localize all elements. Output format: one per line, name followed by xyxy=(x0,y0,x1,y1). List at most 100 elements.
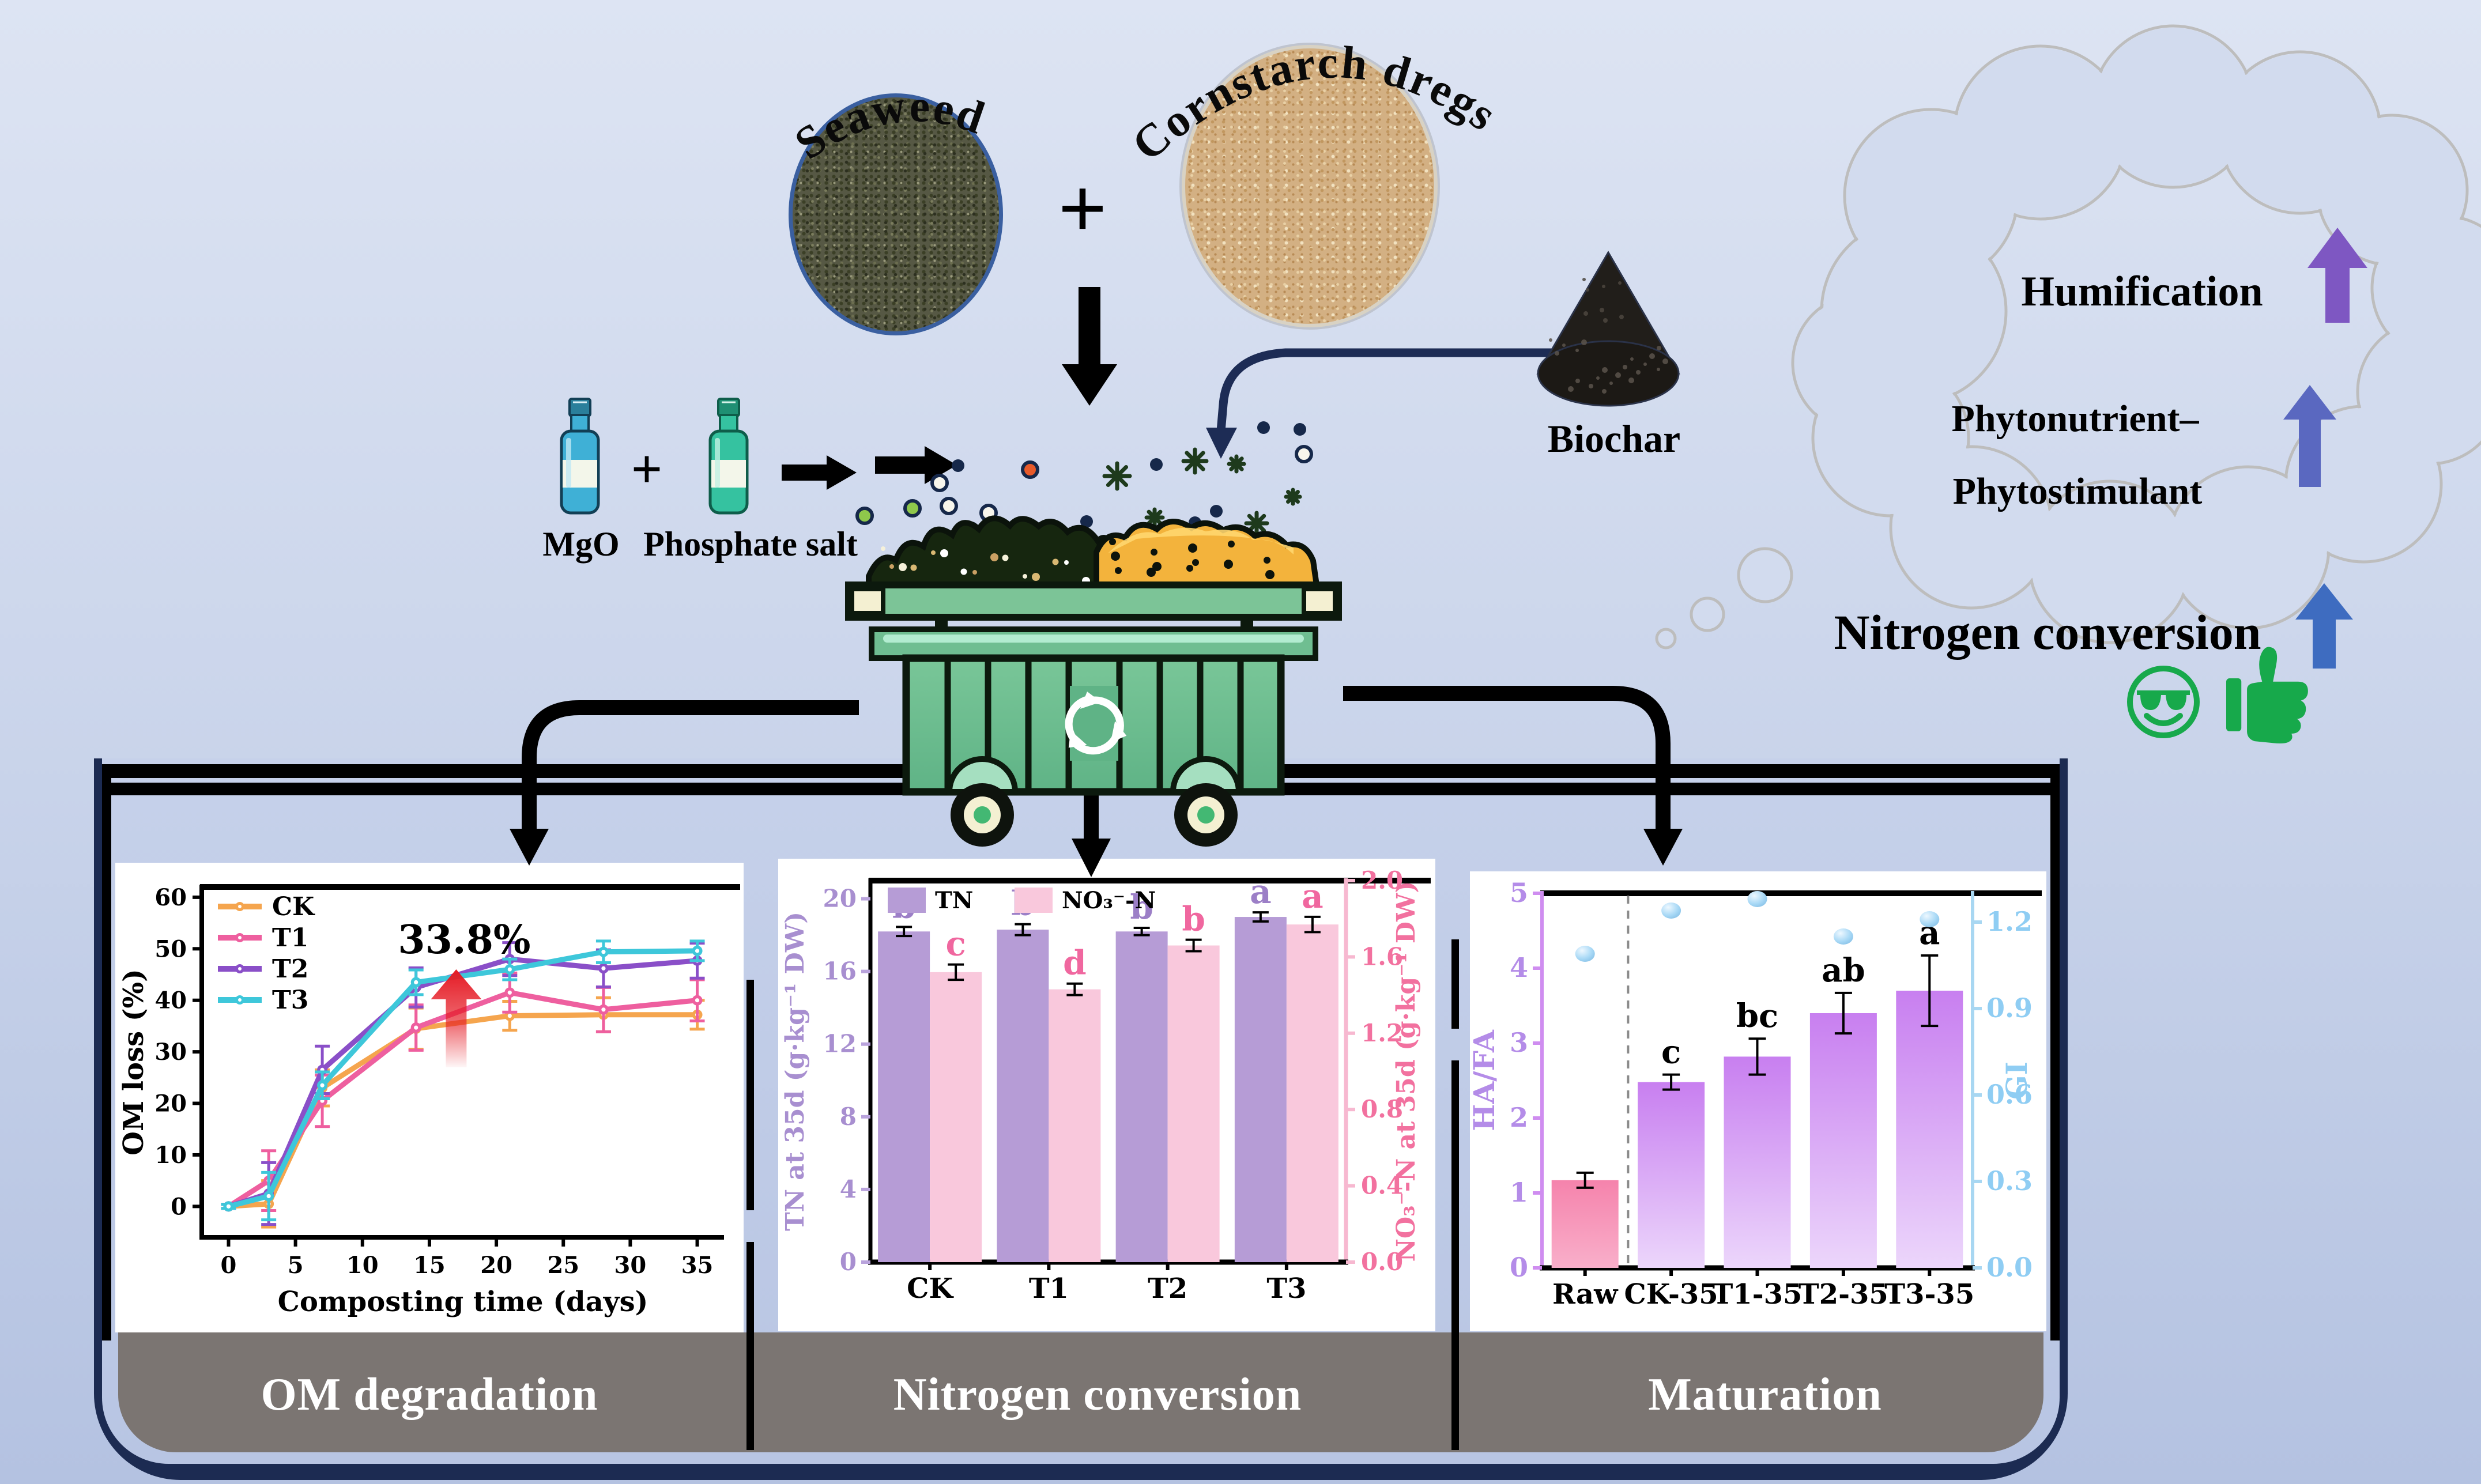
category-label: Raw xyxy=(1552,1278,1619,1311)
right-tick-label: 0.4 xyxy=(1361,1172,1403,1200)
marker-center xyxy=(695,998,700,1003)
biochar-feed-arrow xyxy=(1216,348,1584,432)
biochar-speckle xyxy=(1602,389,1607,394)
x-tick-label: 0 xyxy=(221,1252,237,1279)
right-tick-label: 2.0 xyxy=(1361,866,1403,894)
pile-dot xyxy=(1188,543,1197,553)
pile-speckle xyxy=(910,564,917,571)
arrow-head xyxy=(827,455,857,490)
legend-marker-center xyxy=(238,905,242,908)
particle xyxy=(940,497,958,515)
pile-dot xyxy=(1109,538,1116,545)
dark-compost-pile xyxy=(866,515,1118,588)
category-label: T3-35 xyxy=(1884,1278,1974,1311)
y-axis-label: OM loss (%) xyxy=(118,969,150,1156)
legend-marker-center xyxy=(238,936,242,939)
lid-end-cap xyxy=(850,587,885,615)
bar-tn-T2 xyxy=(1115,931,1168,1262)
particle xyxy=(930,474,949,492)
cloud-phyto-line2: Phytostimulant xyxy=(1953,470,2203,512)
biochar-speckle xyxy=(1562,343,1566,347)
recycle-arrow xyxy=(1068,730,1121,755)
band-label-maturation: Maturation xyxy=(1648,1369,1882,1420)
mgo-label: MgO xyxy=(542,525,619,563)
biochar-speckle xyxy=(1615,372,1621,378)
right-tick-label: 1.2 xyxy=(1986,906,2033,937)
arrow-shaft xyxy=(1079,287,1100,368)
recycle-head xyxy=(1068,730,1087,748)
y-tick-label: 10 xyxy=(154,1142,187,1169)
bar-no3-T3 xyxy=(1286,924,1338,1262)
band-label-om: OM degradation xyxy=(261,1369,598,1420)
biochar-speckle xyxy=(1623,365,1627,369)
sig-letter: bc xyxy=(1736,997,1778,1035)
legend-label: T3 xyxy=(272,985,308,1015)
arrow-head xyxy=(1062,364,1117,406)
shell-left-border xyxy=(102,764,111,1340)
biochar-speckle xyxy=(1628,377,1634,383)
smiley-face xyxy=(2127,666,2200,738)
x-tick-label: 15 xyxy=(413,1252,446,1279)
biochar-speckle xyxy=(1582,278,1586,281)
pile-speckle xyxy=(1052,558,1059,565)
asterisk-stroke xyxy=(1229,456,1244,471)
pile-dot xyxy=(1151,549,1157,556)
smile xyxy=(2144,713,2183,726)
phosphate-label: Phosphate salt xyxy=(643,525,858,563)
x-tick-label: 10 xyxy=(346,1252,379,1279)
compost-bin xyxy=(845,515,1342,847)
left-tick-label: 20 xyxy=(823,885,857,913)
left-axis-label: HA/FA xyxy=(1470,1029,1501,1131)
wheel-hub xyxy=(1197,806,1215,824)
legend-label: TN xyxy=(935,887,973,914)
right-tick-label: 0.0 xyxy=(1986,1252,2033,1283)
left-tick-label: 8 xyxy=(840,1102,857,1131)
nitrogen-chart: 0481216200.00.40.81.21.62.0CKbcT1bdT2bbT… xyxy=(781,866,1431,1305)
wheel-fender xyxy=(1170,756,1242,795)
bar-T2-35 xyxy=(1809,1013,1877,1268)
marker-center xyxy=(507,990,512,995)
particle xyxy=(903,499,922,518)
bin-rail xyxy=(869,626,1318,661)
right-tick-label: 0.3 xyxy=(1986,1165,2033,1196)
maturation-chart: 0 1 2 3 4 5 0.0 0.3 0.6 0.9 1.2 Raw c CK-35 bc T1-35 ab T… xyxy=(1467,877,2042,1311)
category-label: T1 xyxy=(1029,1272,1069,1305)
y-tick-label: 20 xyxy=(154,1090,187,1117)
biochar-speckle xyxy=(1602,367,1608,373)
pile-speckle xyxy=(931,550,936,555)
y-tick-label: 60 xyxy=(154,884,187,911)
pile-dot xyxy=(1147,568,1156,577)
biochar-speckle xyxy=(1609,382,1613,385)
cornstarch-photo xyxy=(1182,45,1438,327)
x-tick-label: 25 xyxy=(547,1252,579,1279)
left-tick-label: 12 xyxy=(823,1030,857,1058)
left-tick-label: 4 xyxy=(840,1175,857,1203)
category-label: CK-35 xyxy=(1624,1278,1718,1311)
left-tick-label: 0 xyxy=(840,1248,857,1276)
microbe-asterisk xyxy=(1227,454,1246,474)
pile-speckle xyxy=(1032,573,1040,581)
particle xyxy=(855,507,874,525)
category-label: T3 xyxy=(1266,1272,1306,1305)
pile-dot xyxy=(1264,557,1270,564)
rail-highlight xyxy=(883,635,1304,643)
pile-dot xyxy=(1192,559,1199,566)
biochar-speckle xyxy=(1596,376,1600,380)
category-label: T2 xyxy=(1148,1272,1187,1305)
arrowhead xyxy=(1643,829,1683,866)
marker-center xyxy=(601,950,606,954)
biochar-speckle xyxy=(1603,318,1608,323)
cloud-fill xyxy=(2031,483,2189,641)
arrow-to-maturation-panel xyxy=(1343,686,1671,833)
right-tick-label: 0.8 xyxy=(1361,1095,1403,1123)
gi-dot-T3-35 xyxy=(1920,911,1940,927)
category-label: T2-35 xyxy=(1798,1278,1888,1311)
cloud-fill xyxy=(2287,408,2439,560)
seaweed-photo xyxy=(789,93,1003,335)
wheel-fender xyxy=(946,756,1019,795)
right-tick-label: 0.6 xyxy=(1986,1079,2033,1110)
y-tick-label: 30 xyxy=(154,1039,187,1066)
right-axis-label: GI xyxy=(2000,1062,2034,1100)
particle xyxy=(1257,421,1270,434)
bar-CK-35 xyxy=(1638,1082,1705,1268)
